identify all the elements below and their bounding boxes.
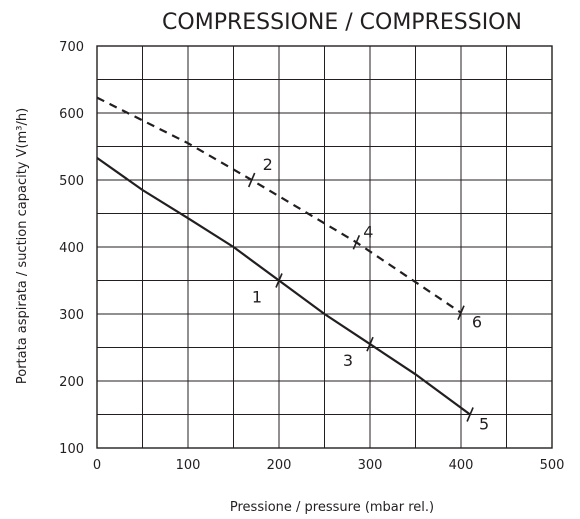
x-tick-label: 200 <box>267 458 292 473</box>
solid-curve <box>96 157 471 416</box>
series <box>96 96 471 416</box>
x-tick-label: 100 <box>176 458 201 473</box>
y-tick-label: 600 <box>59 107 84 122</box>
point-label: 5 <box>479 415 489 434</box>
x-tick-label: 400 <box>449 458 474 473</box>
point-marker <box>352 234 361 250</box>
point-label: 2 <box>263 155 273 174</box>
point-label: 4 <box>363 222 373 241</box>
x-tick-label: 300 <box>358 458 383 473</box>
y-axis-label: Portata aspirata / suction capacity V(m³… <box>15 108 30 384</box>
plot-frame <box>96 45 553 449</box>
y-tick-label: 100 <box>59 442 84 457</box>
point-marker <box>466 407 474 422</box>
y-tick-label: 500 <box>59 174 84 189</box>
grid <box>96 45 553 449</box>
x-axis-ticks: 0 100 200 300 400 500 <box>93 458 565 473</box>
x-tick-label: 500 <box>540 458 565 473</box>
y-axis-ticks: 100 200 300 400 500 600 700 <box>59 40 84 457</box>
point-label: 1 <box>252 288 262 307</box>
point-marker <box>247 172 256 188</box>
y-tick-label: 300 <box>59 308 84 323</box>
chart-title: COMPRESSIONE / COMPRESSION <box>162 10 522 35</box>
point-marker <box>366 336 374 352</box>
point-marker <box>457 305 465 320</box>
x-tick-label: 0 <box>93 458 101 473</box>
point-label: 3 <box>343 351 353 370</box>
point-annotations: 1 2 3 4 5 6 <box>247 155 489 434</box>
y-tick-label: 400 <box>59 241 84 256</box>
x-axis-label: Pressione / pressure (mbar rel.) <box>230 500 434 515</box>
y-tick-label: 700 <box>59 40 84 55</box>
point-label: 6 <box>472 313 482 332</box>
point-marker <box>275 273 283 288</box>
y-tick-label: 200 <box>59 375 84 390</box>
